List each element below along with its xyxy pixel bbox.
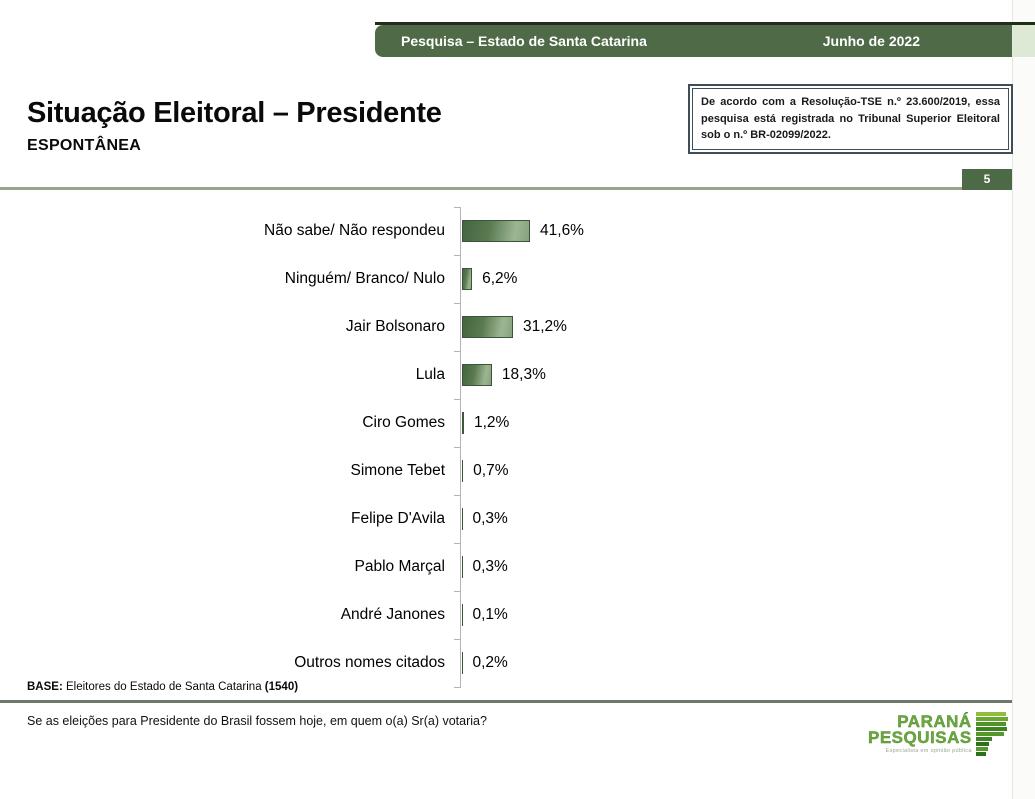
- axis-tick: [454, 399, 461, 400]
- page-title: Situação Eleitoral – Presidente: [27, 97, 442, 129]
- title-divider-line: [0, 187, 1012, 190]
- bar-area: 0,3%: [462, 508, 508, 530]
- bar-value-label: 0,7%: [473, 462, 509, 479]
- header-corner-shade: [1013, 25, 1035, 57]
- axis-tick: [454, 687, 461, 688]
- header-top-line: [375, 22, 1035, 25]
- bar-area: 0,3%: [462, 556, 508, 578]
- bar-category-label: Outros nomes citados: [294, 654, 445, 671]
- bar-category-label: Simone Tebet: [350, 462, 446, 479]
- bar-area: 31,2%: [462, 316, 567, 338]
- axis-tick: [454, 351, 461, 352]
- chart-row: Ciro Gomes 1,2%: [0, 399, 1012, 447]
- bar: [462, 652, 463, 674]
- bar-area: 41,6%: [462, 220, 584, 242]
- logo-p-icon: [975, 712, 1010, 763]
- chart-rows: Não sabe/ Não respondeu 41,6% Ninguém/ Bra…: [0, 207, 1012, 687]
- tse-registration-text: De acordo com a Resolução-TSE n.º 23.600…: [692, 88, 1009, 150]
- slide-header-bar: Pesquisa – Estado de Santa Catarina Junh…: [375, 25, 1012, 57]
- axis-tick: [454, 543, 461, 544]
- base-note: BASE: Eleitores do Estado de Santa Catar…: [27, 681, 298, 693]
- bar-chart: Não sabe/ Não respondeu 41,6% Ninguém/ Bra…: [0, 207, 1012, 688]
- axis-tick: [454, 255, 461, 256]
- bar-value-label: 31,2%: [523, 318, 567, 335]
- axis-tick: [454, 207, 461, 208]
- bar: [462, 220, 531, 242]
- survey-question: Se as eleições para Presidente do Brasil…: [27, 714, 487, 728]
- title-block: Situação Eleitoral – Presidente ESPONTÂN…: [27, 97, 442, 155]
- bar-category-label: Jair Bolsonaro: [345, 318, 445, 335]
- bar-area: 1,2%: [462, 412, 509, 434]
- base-note-prefix: BASE:: [27, 681, 63, 693]
- bar: [462, 316, 513, 338]
- bar-area: 0,2%: [462, 652, 508, 674]
- bar-category-label: Não sabe/ Não respondeu: [264, 222, 445, 239]
- bar-area: 0,7%: [462, 460, 508, 482]
- axis-tick: [454, 495, 461, 496]
- bar-area: 18,3%: [462, 364, 546, 386]
- chart-row: Outros nomes citados 0,2%: [0, 639, 1012, 687]
- chart-row: André Janones 0,1%: [0, 591, 1012, 639]
- bar: [462, 268, 473, 290]
- bar-value-label: 0,2%: [472, 654, 508, 671]
- chart-row: Simone Tebet 0,7%: [0, 447, 1012, 495]
- bar: [462, 604, 463, 626]
- bar-value-label: 41,6%: [540, 222, 584, 239]
- bar: [462, 460, 464, 482]
- axis-tick: [454, 303, 461, 304]
- chart-row: Jair Bolsonaro 31,2%: [0, 303, 1012, 351]
- bar-category-label: Pablo Marçal: [354, 558, 445, 575]
- page-number-badge: 5: [962, 169, 1012, 190]
- chart-row: Não sabe/ Não respondeu 41,6%: [0, 207, 1012, 255]
- bar-value-label: 0,1%: [472, 606, 508, 623]
- axis-tick: [454, 447, 461, 448]
- footer-divider-line: [0, 700, 1012, 703]
- bar: [462, 556, 463, 578]
- bar-value-label: 6,2%: [482, 270, 518, 287]
- bar-category-label: Felipe D'Avila: [351, 510, 445, 527]
- chart-row: Felipe D'Avila 0,3%: [0, 495, 1012, 543]
- bar: [462, 412, 464, 434]
- bar-category-label: Ciro Gomes: [362, 414, 445, 431]
- bar-category-label: Ninguém/ Branco/ Nulo: [284, 270, 445, 287]
- logo-text: PARANÁ PESQUISAS Especialista em opinião…: [868, 712, 972, 755]
- logo-line-1: PARANÁ: [897, 712, 972, 731]
- page-subtitle: ESPONTÂNEA: [27, 137, 142, 154]
- bar: [462, 508, 463, 530]
- parana-pesquisas-logo: PARANÁ PESQUISAS Especialista em opinião…: [868, 710, 1010, 763]
- bar-value-label: 1,2%: [473, 414, 510, 431]
- page-right-margin: [1012, 0, 1035, 799]
- bar-category-label: André Janones: [340, 606, 445, 623]
- bar-value-label: 0,3%: [472, 510, 508, 527]
- bar-value-label: 18,3%: [501, 366, 546, 383]
- logo-line-2: PESQUISAS: [868, 728, 972, 748]
- tse-registration-box: De acordo com a Resolução-TSE n.º 23.600…: [688, 84, 1013, 154]
- axis-tick: [454, 639, 461, 640]
- chart-row: Ninguém/ Branco/ Nulo 6,2%: [0, 255, 1012, 303]
- axis-tick: [454, 591, 461, 592]
- bar: [462, 364, 492, 386]
- bar-area: 0,1%: [462, 604, 508, 626]
- logo-tagline: Especialista em opinião pública: [885, 748, 972, 755]
- chart-row: Pablo Marçal 0,3%: [0, 543, 1012, 591]
- bar-area: 6,2%: [462, 268, 517, 290]
- header-survey-label: Pesquisa – Estado de Santa Catarina: [401, 33, 647, 49]
- chart-row: Lula 18,3%: [0, 351, 1012, 399]
- bar-value-label: 0,3%: [472, 558, 508, 575]
- bar-category-label: Lula: [415, 366, 445, 383]
- base-note-text: Eleitores do Estado de Santa Catarina: [62, 681, 265, 693]
- base-note-count: (1540): [264, 681, 299, 693]
- header-date-label: Junho de 2022: [822, 33, 920, 49]
